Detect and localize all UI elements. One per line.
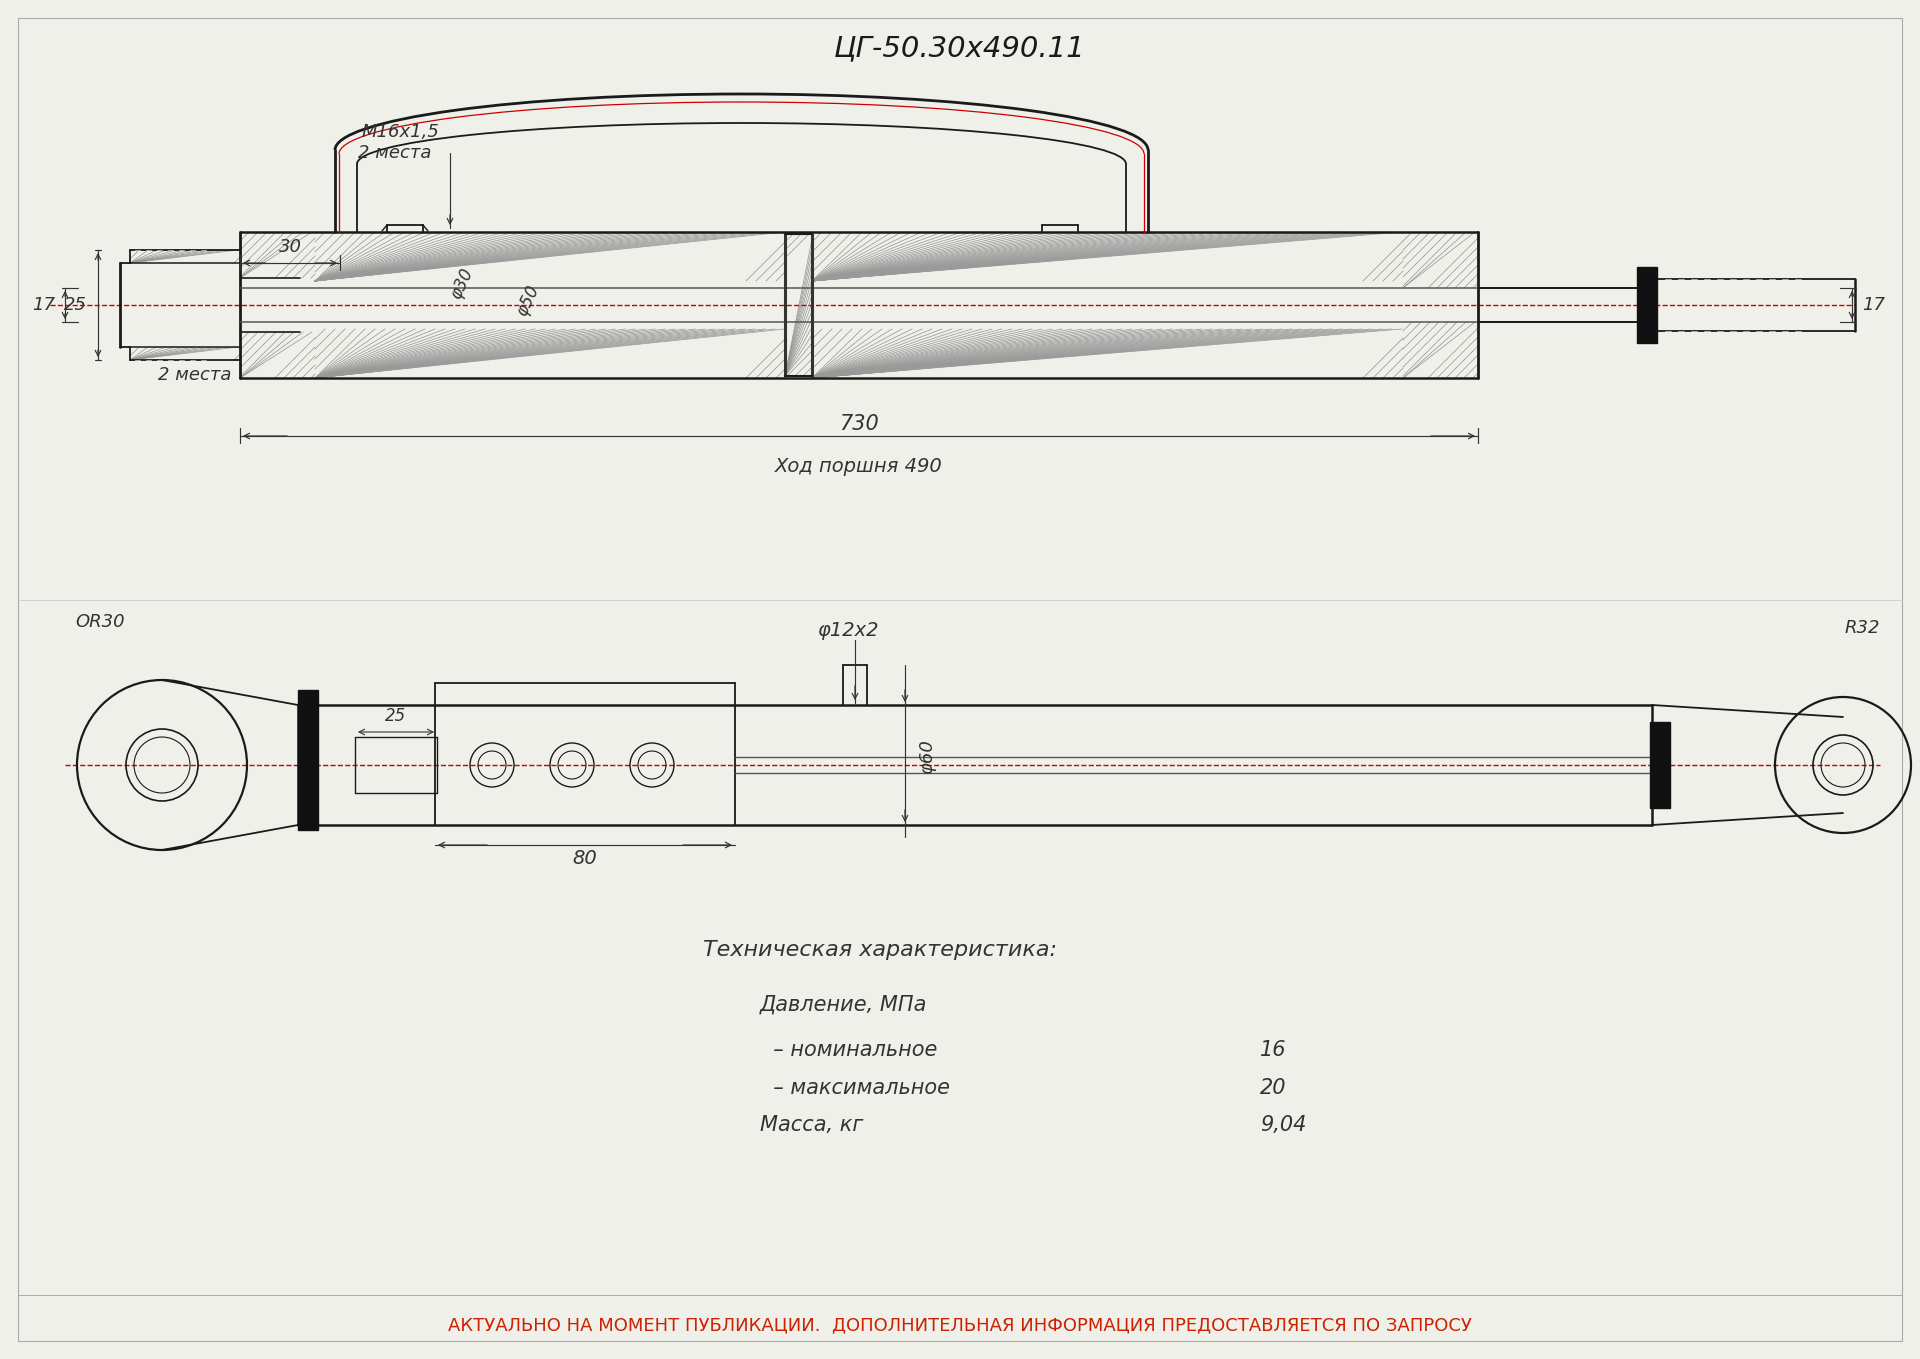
Text: Масса, кг: Масса, кг (760, 1114, 864, 1135)
Text: 730: 730 (839, 414, 879, 434)
Text: OR30: OR30 (75, 613, 125, 631)
Text: – максимальное: – максимальное (760, 1078, 950, 1098)
Text: 9,04: 9,04 (1260, 1114, 1306, 1135)
Text: R32: R32 (1845, 618, 1880, 637)
Bar (1638, 266, 1657, 342)
Bar (298, 690, 319, 830)
Text: 30: 30 (278, 238, 301, 255)
Text: 2 места: 2 места (157, 366, 232, 385)
Text: 25: 25 (63, 296, 86, 314)
Text: – номинальное: – номинальное (760, 1040, 937, 1060)
Text: 16: 16 (1260, 1040, 1286, 1060)
Text: 17: 17 (1862, 296, 1885, 314)
Text: АКТУАЛЬНО НА МОМЕНТ ПУБЛИКАЦИИ.  ДОПОЛНИТЕЛЬНАЯ ИНФОРМАЦИЯ ПРЕДОСТАВЛЯЕТСЯ ПО ЗА: АКТУАЛЬНО НА МОМЕНТ ПУБЛИКАЦИИ. ДОПОЛНИТ… (447, 1316, 1473, 1335)
Text: Ход поршня 490: Ход поршня 490 (776, 457, 943, 476)
Text: φ12х2: φ12х2 (818, 621, 879, 640)
Text: φ60: φ60 (918, 739, 937, 775)
Text: 20: 20 (1260, 1078, 1286, 1098)
Text: 25: 25 (386, 707, 407, 724)
Text: ЦГ-50.30х490.11: ЦГ-50.30х490.11 (833, 34, 1087, 63)
Bar (1649, 722, 1670, 809)
Text: 2 места: 2 места (359, 144, 432, 162)
Text: φ50: φ50 (513, 283, 543, 319)
Text: 17: 17 (33, 296, 56, 314)
Text: Техническая характеристика:: Техническая характеристика: (703, 940, 1058, 959)
Text: 80: 80 (572, 848, 597, 867)
Text: М16х1,5: М16х1,5 (361, 124, 440, 141)
Text: Давление, МПа: Давление, МПа (760, 995, 927, 1015)
Text: φ30: φ30 (447, 265, 476, 303)
